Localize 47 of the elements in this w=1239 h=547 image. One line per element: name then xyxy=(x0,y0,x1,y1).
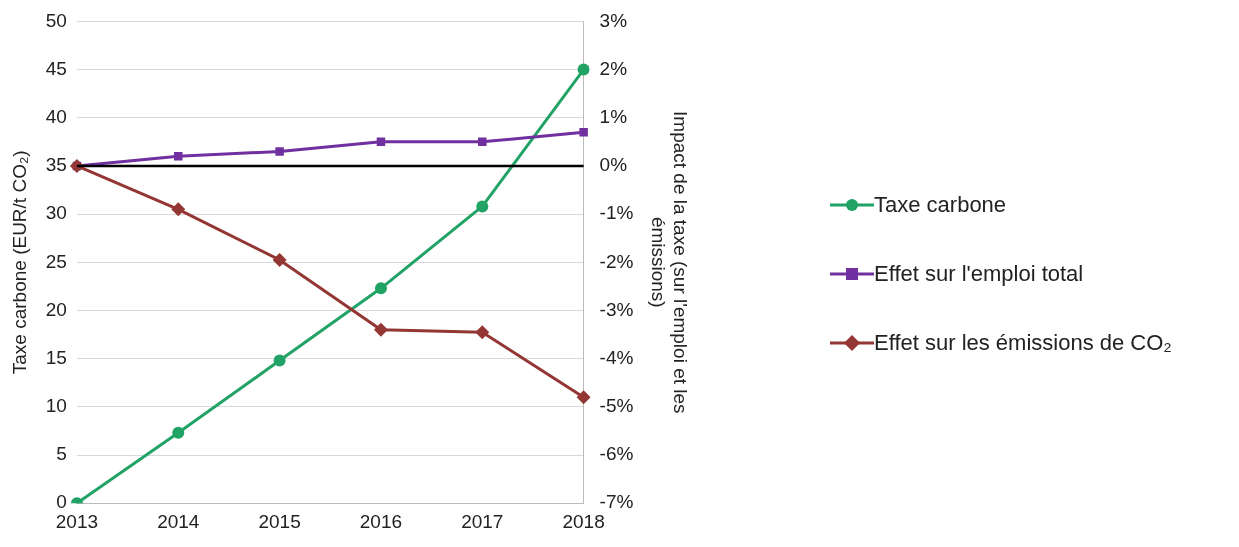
x-tick-label: 2016 xyxy=(359,510,403,532)
y2-tick-label: 3% xyxy=(599,9,628,31)
point xyxy=(478,137,487,147)
legend-label: Effet sur les émissions de CO₂ xyxy=(874,329,1172,357)
y2-tick-label: -1% xyxy=(599,202,634,224)
y2-tick-label: -5% xyxy=(599,395,634,417)
y2-tick-label: -6% xyxy=(599,443,634,465)
y-tick-label: 0 xyxy=(56,491,67,513)
x-tick-label: 2014 xyxy=(157,510,200,532)
y-tick-label: 25 xyxy=(45,250,67,272)
point xyxy=(374,282,387,295)
x-tick-label: 2018 xyxy=(562,510,605,532)
point xyxy=(172,426,185,439)
y-tick-label: 35 xyxy=(45,154,67,176)
point xyxy=(475,325,490,340)
y-tick-label: 10 xyxy=(45,395,67,417)
x-tick-label: 2017 xyxy=(461,510,504,532)
point xyxy=(577,63,590,76)
point xyxy=(174,152,183,161)
legend-label: Effet sur l'emploi total xyxy=(874,260,1084,288)
y-tick-label: 15 xyxy=(45,346,67,368)
point xyxy=(275,147,284,156)
y2-axis-title: Impact de la taxe (sur l'emploi et les émissions) xyxy=(647,111,692,414)
y-tick-label: 40 xyxy=(45,105,67,127)
legend-label: Taxe carbone xyxy=(874,191,1007,219)
point xyxy=(273,354,286,367)
y2-tick-label: -7% xyxy=(599,491,634,513)
y-tick-label: 45 xyxy=(45,57,67,79)
x-tick-label: 2015 xyxy=(258,510,301,532)
point xyxy=(171,202,186,217)
y-tick-label: 30 xyxy=(45,202,67,224)
point xyxy=(476,200,489,213)
y-tick-label: 20 xyxy=(45,298,67,320)
y2-tick-label: 0% xyxy=(599,154,628,176)
y-axis-title: Taxe carbone (EUR/t CO₂) xyxy=(8,150,30,375)
point xyxy=(373,322,388,337)
x-tick-label: 2013 xyxy=(55,510,99,532)
y-tick-label: 50 xyxy=(45,9,67,31)
y2-tick-label: -4% xyxy=(599,346,634,368)
y2-tick-label: -2% xyxy=(599,250,634,272)
y2-tick-label: 2% xyxy=(599,57,628,79)
y-tick-label: 5 xyxy=(56,443,67,465)
y2-tick-label: 1% xyxy=(599,105,628,127)
point xyxy=(576,390,591,405)
y2-tick-label: -3% xyxy=(599,298,634,320)
point xyxy=(272,252,287,267)
point xyxy=(579,127,588,137)
